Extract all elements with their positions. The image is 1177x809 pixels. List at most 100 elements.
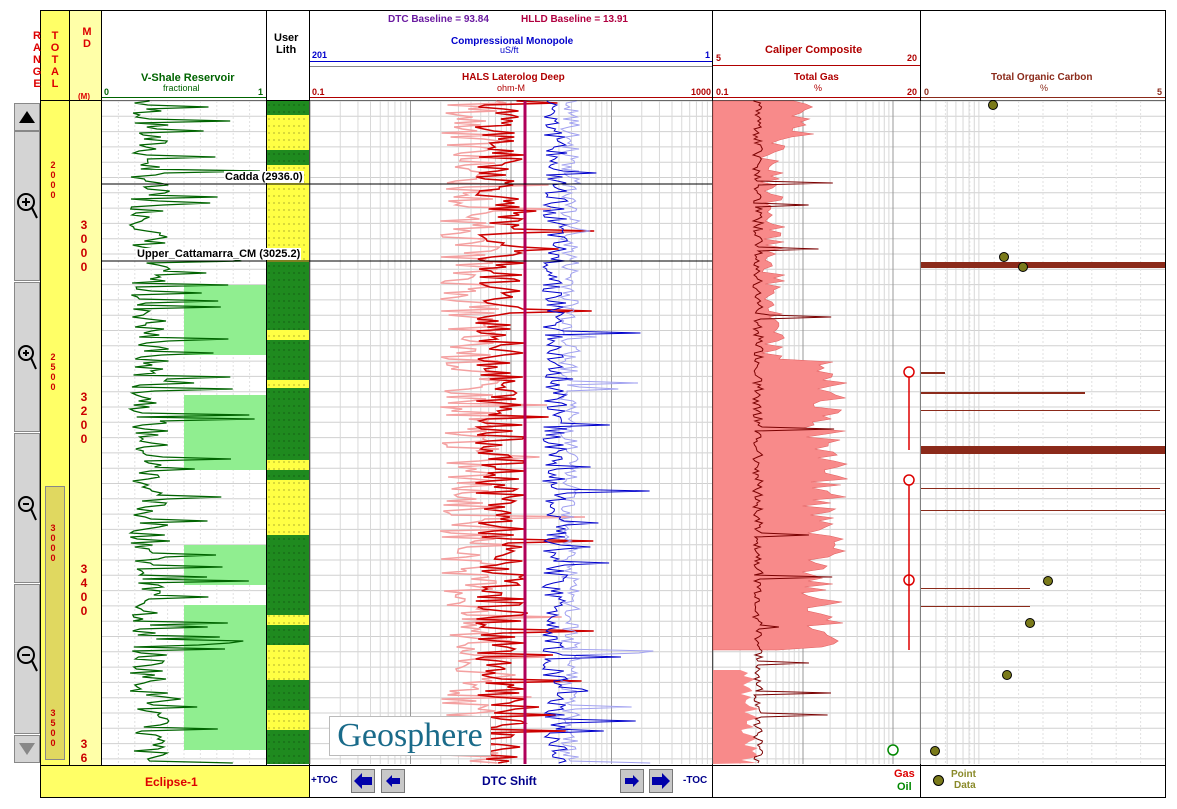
formation-top-upper-cattamarra[interactable]: Upper_Cattamarra_CM (3025.2) <box>136 248 302 260</box>
total-gas-fill <box>712 100 848 651</box>
gas-title: Total Gas <box>794 72 839 83</box>
scroll-down-button[interactable] <box>14 735 40 763</box>
res-title: HALS Laterolog Deep <box>462 72 565 83</box>
zoom-out-small-icon <box>18 496 37 521</box>
shift-right-large-button[interactable] <box>649 769 673 793</box>
toc-point <box>1025 618 1035 628</box>
point-data-marker-icon <box>933 775 944 786</box>
total-range-tick-3500: 3500 <box>48 708 58 748</box>
toc-bar <box>921 262 1165 268</box>
sonic-max: 1 <box>705 50 711 60</box>
caliper-curve <box>751 100 835 764</box>
zoom-in-icon <box>17 193 38 219</box>
toc-bar <box>921 606 1030 607</box>
toc-point <box>1018 262 1028 272</box>
lith-shale-band <box>267 470 309 480</box>
md-tick-3000: 3000 <box>77 218 91 274</box>
total-range-label: TOTAL RANGE <box>31 30 61 90</box>
sonic-unit: uS/ft <box>500 45 519 55</box>
toc-unit: % <box>1040 83 1049 93</box>
md-tick-3200: 3200 <box>77 390 91 446</box>
arrow-right-small-icon <box>625 775 639 787</box>
arrow-left-small-icon <box>386 775 400 787</box>
lith-shale-band <box>267 730 309 764</box>
lith-shale-band <box>267 150 309 165</box>
toc-scale-line <box>921 97 1165 98</box>
toc-bar <box>921 446 1165 454</box>
toc-bar <box>921 588 1030 589</box>
triangle-up-icon <box>19 111 35 123</box>
vshale-scale-line <box>102 97 266 98</box>
toc-bar <box>921 488 1160 489</box>
toc-bar <box>921 510 1165 511</box>
shift-left-large-button[interactable] <box>351 769 375 793</box>
res-max: 1000 <box>691 87 712 97</box>
md-unit: (M) <box>78 92 90 101</box>
vshale-sand-fill <box>184 605 266 750</box>
hlld-baseline-label: HLLD Baseline = 13.91 <box>521 14 628 25</box>
dtc-baseline-label: DTC Baseline = 93.84 <box>388 14 489 25</box>
plus-toc-label: +TOC <box>311 775 338 786</box>
shift-right-small-button[interactable] <box>620 769 644 793</box>
vshale-max: 1 <box>258 87 264 97</box>
gas-max: 20 <box>907 87 918 97</box>
toc-point <box>988 100 998 110</box>
zoom-out-small-button[interactable] <box>14 433 40 583</box>
toc-point <box>930 746 940 756</box>
point-data-label-1: Point <box>951 769 976 780</box>
res-header-divider <box>310 66 712 67</box>
gas-unit: % <box>814 83 823 93</box>
sonic-curve <box>541 100 650 764</box>
res-shallow-curve <box>439 100 586 764</box>
total-range-slider[interactable] <box>45 486 65 760</box>
lith-shale-band <box>267 340 309 380</box>
caliper-min: 5 <box>716 53 722 63</box>
divider-vshale-lith <box>266 11 267 765</box>
sonic-title: Compressional Monopole <box>451 36 574 47</box>
zoom-in-small-button[interactable] <box>14 282 40 432</box>
scroll-up-button[interactable] <box>14 103 40 131</box>
caliper-scale-line <box>713 65 920 66</box>
arrow-right-icon <box>652 773 670 789</box>
triangle-down-icon <box>19 743 35 755</box>
vshale-unit: fractional <box>163 83 200 93</box>
minus-toc-label: -TOC <box>683 775 708 786</box>
gas-show-marker <box>903 474 915 486</box>
total-gas-fill-lower <box>713 670 759 764</box>
gas-legend: Gas <box>894 768 915 780</box>
zoom-in-large-button[interactable] <box>14 131 40 281</box>
toc-point <box>999 252 1009 262</box>
lith-shale-band <box>267 535 309 615</box>
geosphere-logo: Geosphere <box>329 716 491 756</box>
formation-top-cadda[interactable]: Cadda (2936.0) <box>224 171 304 183</box>
vshale-sand-fill <box>184 285 266 355</box>
lith-shale-band <box>267 262 309 330</box>
zoom-in-small-icon <box>18 345 37 370</box>
zoom-out-large-button[interactable] <box>14 584 40 734</box>
res-min: 0.1 <box>312 87 325 97</box>
total-range-tick-3000: 3000 <box>48 523 58 563</box>
lith-title-line2: Lith <box>276 44 297 56</box>
point-data-label-2: Data <box>954 780 976 791</box>
zoom-out-icon <box>17 646 38 672</box>
total-range-tick-2500: 2500 <box>48 352 58 392</box>
shift-left-small-button[interactable] <box>381 769 405 793</box>
lith-shale-band <box>267 101 309 115</box>
dtc-shift-label: DTC Shift <box>482 774 537 788</box>
sonic-scale-line <box>310 61 712 62</box>
lith-shale-band <box>267 388 309 460</box>
toc-min: 0 <box>924 87 930 97</box>
caliper-max: 20 <box>907 53 918 63</box>
footer-divider <box>40 765 1166 766</box>
vshale-min: 0 <box>104 87 110 97</box>
toc-point <box>1002 670 1012 680</box>
toc-bar <box>921 372 945 374</box>
log-plot-frame <box>40 10 1166 798</box>
res-scale-line <box>310 97 712 98</box>
sonic-min: 201 <box>312 50 328 60</box>
lith-title-line1: User <box>274 32 299 44</box>
vshale-title: V-Shale Reservoir <box>141 72 235 84</box>
gas-show-marker <box>903 366 915 378</box>
well-name-panel <box>41 766 309 797</box>
